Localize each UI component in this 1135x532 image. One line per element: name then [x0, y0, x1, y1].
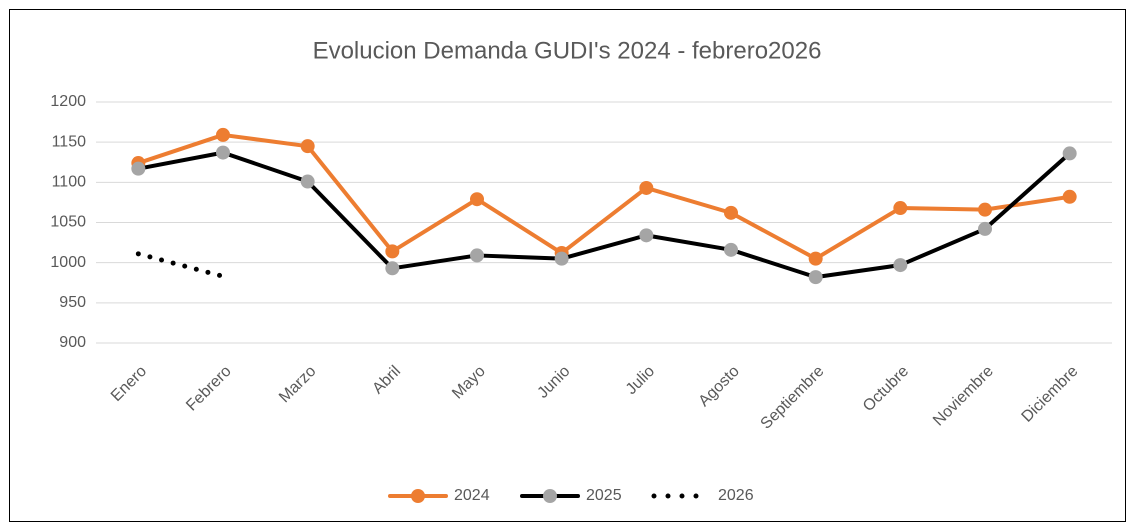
- data-point: [808, 270, 823, 285]
- y-tick-label: 1050: [50, 214, 86, 231]
- data-point: [216, 145, 230, 160]
- data-point: [300, 174, 315, 189]
- legend-marker: [543, 489, 557, 503]
- data-point: [639, 228, 654, 243]
- data-point: [724, 205, 738, 220]
- series-line: [135, 251, 226, 279]
- y-tick-label: 900: [59, 334, 86, 351]
- series-line: [136, 132, 1072, 261]
- chart-title: Evolucion Demanda GUDI's 2024 - febrero2…: [313, 37, 822, 64]
- data-point: [470, 192, 484, 207]
- data-point: [978, 221, 992, 236]
- data-point: [385, 244, 400, 259]
- data-point: [808, 251, 823, 266]
- data-point: [300, 139, 315, 154]
- data-point: [385, 261, 400, 276]
- y-tick-label: 1150: [52, 133, 87, 150]
- data-point: [1062, 189, 1077, 204]
- data-point: [893, 258, 908, 273]
- legend-marker: [411, 489, 425, 503]
- data-point: [639, 180, 654, 195]
- y-tick-label: 1100: [52, 174, 87, 191]
- y-tick-label: 950: [59, 294, 86, 311]
- chart-border: [9, 9, 1126, 522]
- legend-label: 2024: [454, 487, 490, 504]
- data-point: [978, 202, 992, 217]
- series-line: [136, 150, 1072, 280]
- data-point: [470, 248, 484, 263]
- legend-label: 2026: [718, 487, 754, 504]
- y-tick-label: 1000: [50, 254, 86, 271]
- data-point: [131, 161, 146, 176]
- data-point: [893, 201, 908, 216]
- data-point: [216, 127, 230, 142]
- data-point: [554, 251, 569, 266]
- y-tick-label: 1200: [50, 93, 86, 110]
- data-point: [1062, 146, 1077, 161]
- legend-label: 2025: [586, 487, 622, 504]
- data-point: [724, 242, 738, 257]
